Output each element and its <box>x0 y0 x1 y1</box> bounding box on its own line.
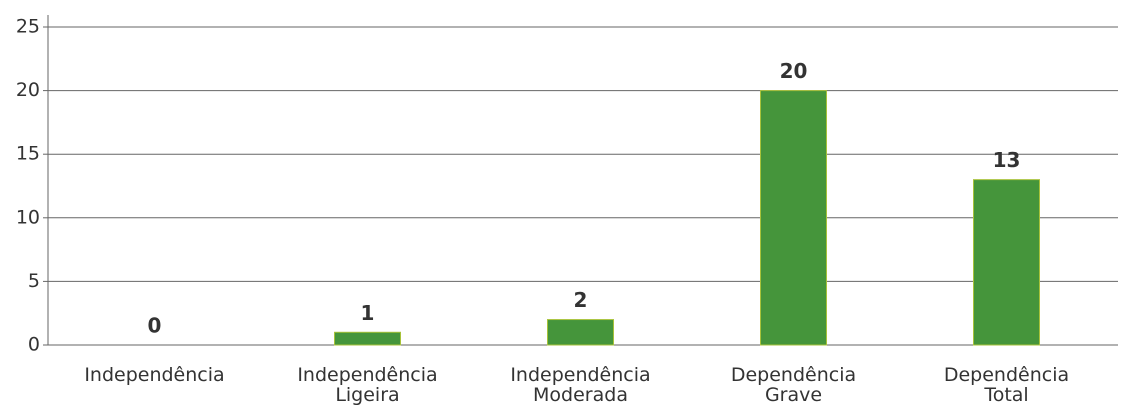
x-tick-label-line: Moderada <box>533 384 628 406</box>
bar <box>547 319 614 346</box>
x-tick-label-line: Dependência <box>731 364 856 386</box>
value-label: 20 <box>780 59 808 83</box>
x-tick-label-line: Total <box>983 384 1028 406</box>
bar <box>973 179 1040 346</box>
x-tick-label-line: Independência <box>510 364 650 386</box>
y-tick-label: 0 <box>28 334 40 356</box>
value-label: 1 <box>361 301 375 325</box>
x-tick-label-line: Ligeira <box>335 384 399 406</box>
x-tick-label-line: Dependência <box>944 364 1069 386</box>
value-label: 0 <box>148 314 162 338</box>
y-tick-label: 5 <box>28 270 40 292</box>
x-tick-label: Independência Moderada <box>510 364 650 406</box>
x-tick-label: Dependência Total <box>944 364 1069 406</box>
y-tick-label: 20 <box>16 79 40 101</box>
x-tick-label: Independência <box>84 364 224 386</box>
y-tick-label: 10 <box>16 206 40 228</box>
value-label: 13 <box>993 148 1021 172</box>
bar <box>760 90 827 346</box>
x-tick-label-line: Independência <box>84 364 224 386</box>
x-tick-label: Independência Ligeira <box>297 364 437 406</box>
x-tick-label-line: Grave <box>765 384 822 406</box>
y-tick-label: 15 <box>16 143 40 165</box>
y-tick-label: 25 <box>16 16 40 38</box>
x-tick-label: Dependência Grave <box>731 364 856 406</box>
bar <box>334 331 401 346</box>
value-label: 2 <box>574 288 588 312</box>
x-tick-label-line: Independência <box>297 364 437 386</box>
